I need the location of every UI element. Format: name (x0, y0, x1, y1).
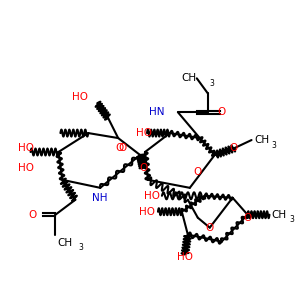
Text: 3: 3 (290, 215, 294, 224)
Text: 3: 3 (210, 79, 214, 88)
Text: O: O (115, 143, 123, 153)
Text: 3: 3 (272, 140, 276, 149)
Text: O: O (206, 223, 214, 232)
Text: O: O (28, 210, 37, 220)
Text: HO: HO (139, 207, 155, 217)
Text: CH: CH (182, 73, 197, 83)
Text: HO: HO (177, 253, 193, 262)
Text: HO: HO (17, 143, 34, 153)
Text: CH: CH (58, 238, 73, 248)
Text: CH: CH (272, 210, 286, 220)
Text: NH: NH (92, 193, 108, 203)
Text: O: O (243, 213, 252, 223)
Text: O: O (194, 167, 202, 177)
Text: HO: HO (144, 191, 160, 201)
Text: O: O (118, 143, 126, 153)
Text: O: O (139, 163, 147, 173)
Text: HN: HN (149, 107, 165, 117)
Text: 3: 3 (78, 243, 83, 252)
Text: HO: HO (72, 92, 88, 102)
Text: HO: HO (17, 163, 34, 173)
Text: CH: CH (254, 135, 270, 145)
Text: O: O (218, 107, 226, 117)
Text: O: O (230, 143, 238, 153)
Text: HO: HO (136, 128, 152, 138)
